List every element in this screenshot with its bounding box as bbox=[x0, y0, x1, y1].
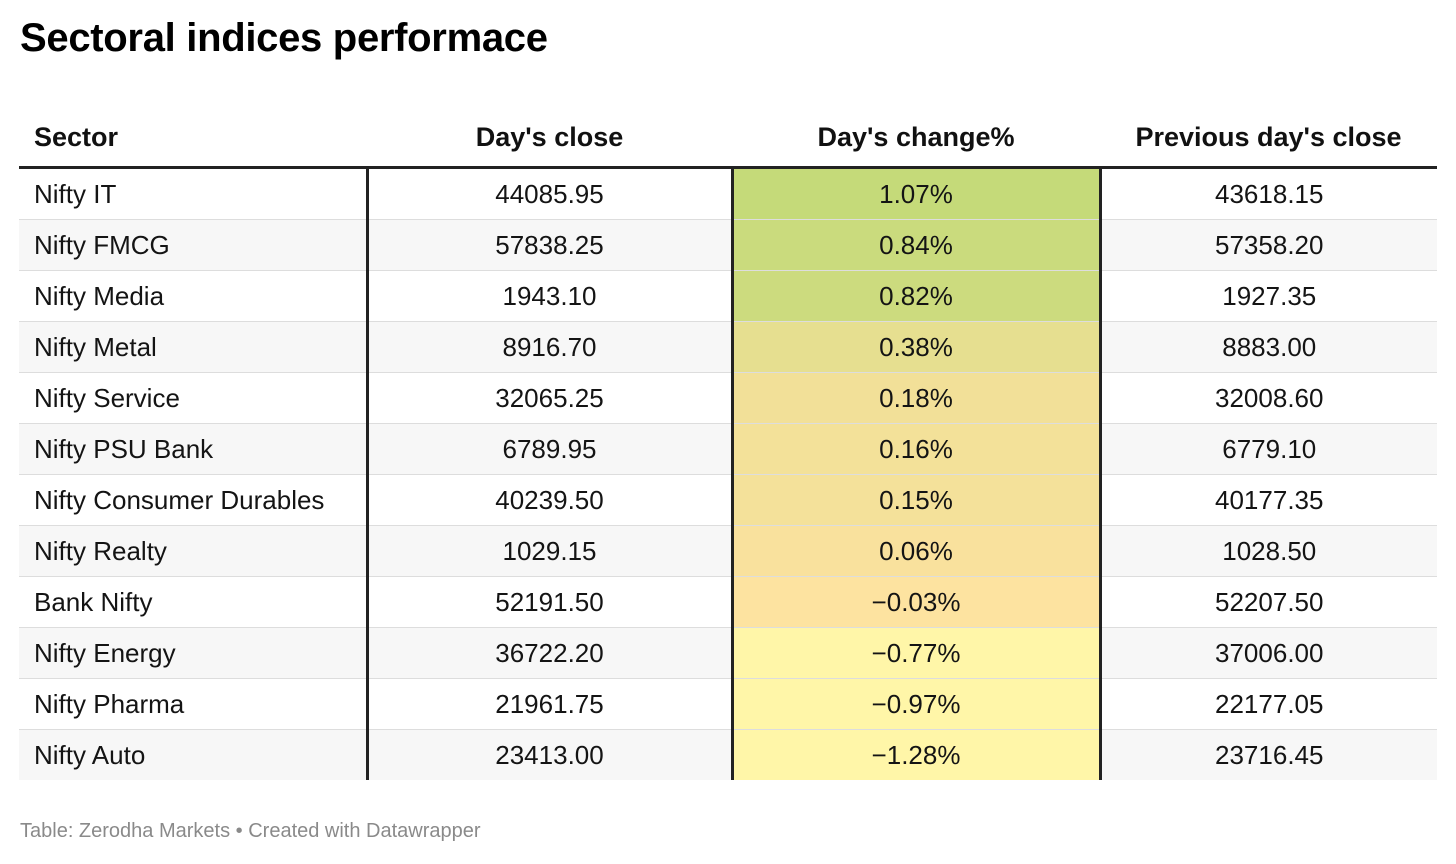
cell-days-close: 6789.95 bbox=[367, 423, 732, 475]
cell-days-close: 44085.95 bbox=[367, 167, 732, 220]
cell-previous-close: 37006.00 bbox=[1100, 627, 1437, 679]
cell-sector: Nifty IT bbox=[19, 167, 369, 220]
cell-days-change: 0.18% bbox=[730, 372, 1102, 424]
cell-days-change: −0.77% bbox=[730, 627, 1102, 679]
sector-performance-table: Sector Day's close Day's change% Previou… bbox=[19, 108, 1437, 780]
cell-previous-close: 6779.10 bbox=[1100, 423, 1437, 475]
cell-days-change: 1.07% bbox=[730, 167, 1102, 220]
cell-sector: Nifty Media bbox=[19, 270, 369, 322]
cell-days-change: −0.97% bbox=[730, 678, 1102, 730]
cell-sector: Nifty Consumer Durables bbox=[19, 474, 369, 526]
table-row: Nifty Pharma 21961.75 −0.97% 22177.05 bbox=[19, 678, 1437, 730]
cell-sector: Nifty Auto bbox=[19, 729, 369, 780]
cell-days-close: 52191.50 bbox=[367, 576, 732, 628]
cell-days-change: 0.84% bbox=[730, 219, 1102, 271]
cell-previous-close: 57358.20 bbox=[1100, 219, 1437, 271]
table-row: Nifty Media 1943.10 0.82% 1927.35 bbox=[19, 270, 1437, 322]
header-days-close[interactable]: Day's close bbox=[367, 108, 732, 169]
cell-days-change: 0.38% bbox=[730, 321, 1102, 373]
sector-table-container: Sector Day's close Day's change% Previou… bbox=[19, 108, 1437, 780]
table-row: Nifty Energy 36722.20 −0.77% 37006.00 bbox=[19, 627, 1437, 679]
cell-sector: Nifty Energy bbox=[19, 627, 369, 679]
cell-days-change: 0.16% bbox=[730, 423, 1102, 475]
table-row: Nifty Metal 8916.70 0.38% 8883.00 bbox=[19, 321, 1437, 373]
cell-days-change: 0.82% bbox=[730, 270, 1102, 322]
cell-days-close: 21961.75 bbox=[367, 678, 732, 730]
cell-sector: Nifty Metal bbox=[19, 321, 369, 373]
header-sector[interactable]: Sector bbox=[19, 108, 367, 169]
cell-previous-close: 43618.15 bbox=[1100, 167, 1437, 220]
cell-sector: Nifty Pharma bbox=[19, 678, 369, 730]
cell-previous-close: 52207.50 bbox=[1100, 576, 1437, 628]
cell-days-change: −0.03% bbox=[730, 576, 1102, 628]
cell-days-close: 36722.20 bbox=[367, 627, 732, 679]
cell-previous-close: 40177.35 bbox=[1100, 474, 1437, 526]
table-row: Nifty FMCG 57838.25 0.84% 57358.20 bbox=[19, 219, 1437, 271]
cell-previous-close: 23716.45 bbox=[1100, 729, 1437, 780]
table-row: Nifty Consumer Durables 40239.50 0.15% 4017… bbox=[19, 474, 1437, 526]
table-row: Nifty Service 32065.25 0.18% 32008.60 bbox=[19, 372, 1437, 424]
table-row: Nifty Auto 23413.00 −1.28% 23716.45 bbox=[19, 729, 1437, 780]
cell-sector: Nifty Realty bbox=[19, 525, 369, 577]
cell-days-close: 1029.15 bbox=[367, 525, 732, 577]
cell-days-close: 40239.50 bbox=[367, 474, 732, 526]
table-title: Sectoral indices performace bbox=[20, 16, 548, 60]
cell-days-close: 23413.00 bbox=[367, 729, 732, 780]
table-row: Nifty PSU Bank 6789.95 0.16% 6779.10 bbox=[19, 423, 1437, 475]
cell-days-change: −1.28% bbox=[730, 729, 1102, 780]
cell-days-close: 1943.10 bbox=[367, 270, 732, 322]
table-row: Nifty Realty 1029.15 0.06% 1028.50 bbox=[19, 525, 1437, 577]
cell-previous-close: 22177.05 bbox=[1100, 678, 1437, 730]
cell-previous-close: 8883.00 bbox=[1100, 321, 1437, 373]
cell-days-change: 0.06% bbox=[730, 525, 1102, 577]
cell-days-change: 0.15% bbox=[730, 474, 1102, 526]
table-header-row: Sector Day's close Day's change% Previou… bbox=[19, 108, 1437, 169]
table-row: Nifty IT 44085.95 1.07% 43618.15 bbox=[19, 167, 1437, 220]
header-days-change[interactable]: Day's change% bbox=[732, 108, 1100, 169]
cell-previous-close: 32008.60 bbox=[1100, 372, 1437, 424]
cell-days-close: 8916.70 bbox=[367, 321, 732, 373]
cell-sector: Nifty PSU Bank bbox=[19, 423, 369, 475]
cell-days-close: 57838.25 bbox=[367, 219, 732, 271]
cell-sector: Nifty Service bbox=[19, 372, 369, 424]
table-body: Nifty IT 44085.95 1.07% 43618.15 Nifty FMCG 5… bbox=[19, 167, 1437, 780]
table-row: Bank Nifty 52191.50 −0.03% 52207.50 bbox=[19, 576, 1437, 628]
cell-days-close: 32065.25 bbox=[367, 372, 732, 424]
cell-sector: Nifty FMCG bbox=[19, 219, 369, 271]
cell-previous-close: 1927.35 bbox=[1100, 270, 1437, 322]
header-previous-close[interactable]: Previous day's close bbox=[1100, 108, 1437, 169]
source-footer: Table: Zerodha Markets • Created with Da… bbox=[20, 820, 481, 842]
cell-previous-close: 1028.50 bbox=[1100, 525, 1437, 577]
cell-sector: Bank Nifty bbox=[19, 576, 369, 628]
